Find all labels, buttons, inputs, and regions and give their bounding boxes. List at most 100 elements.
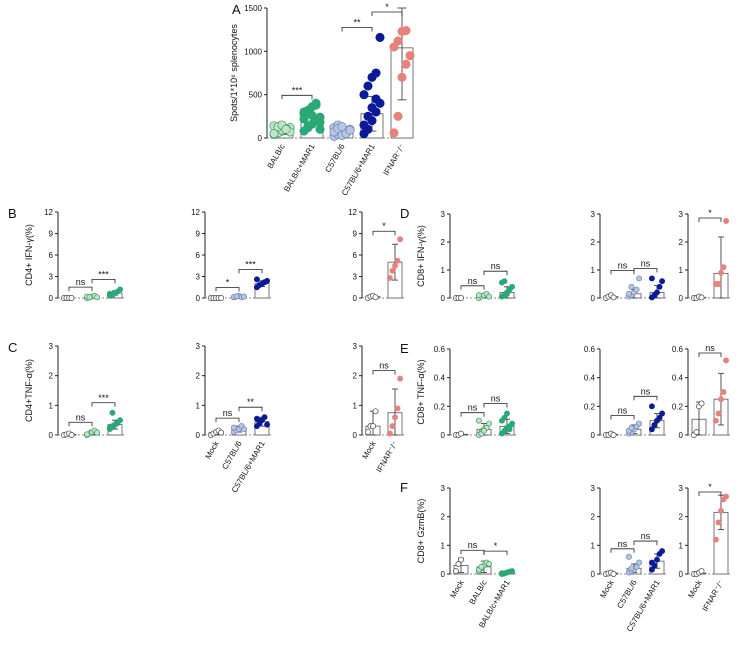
data-point-c57_mar1 (648, 426, 655, 433)
y-tick-label: 500 (249, 91, 263, 100)
y-tick-label: 0.2 (434, 402, 446, 411)
significance-bracket (483, 550, 508, 556)
data-point-ifnar (723, 493, 730, 500)
y-tick-label: 1 (441, 541, 446, 550)
y-tick-label: 9 (49, 230, 54, 239)
data-point-mock (372, 408, 379, 415)
significance-bracket (238, 268, 263, 274)
significance-label: ns (468, 540, 478, 550)
data-point-mock (698, 568, 705, 575)
data-point-c57 (633, 286, 640, 293)
data-point-ifnar (393, 111, 403, 121)
panel-E: 0 0.2 0.4 0.6 CD8+ TNF-α(%) ns ns (416, 345, 517, 440)
data-point-c57 (625, 290, 632, 297)
y-tick-label: 3 (591, 210, 596, 219)
data-point-c57_mar1 (359, 90, 369, 100)
significance-label: ns (641, 531, 651, 541)
data-point-c57_mar1 (371, 68, 381, 78)
y-tick-label: 0 (591, 431, 596, 440)
significance-bracket (633, 268, 658, 273)
significance-label: ns (468, 276, 478, 286)
data-point-balbc_mar1 (117, 286, 124, 293)
y-tick-label: 0 (441, 570, 446, 579)
data-point-mock (698, 294, 705, 301)
x-tick-label: Mock (448, 578, 466, 600)
data-point-balbc_mar1 (315, 124, 325, 134)
y-tick-label: 1 (49, 401, 54, 410)
data-point-c57_mar1 (659, 410, 666, 417)
significance-label: ns (76, 277, 86, 287)
y-axis-label: CD4+ IFN-γ(%) (24, 224, 34, 286)
x-tick-label: BALB/c (468, 579, 489, 607)
data-point-c57_mar1 (359, 120, 369, 130)
panel-letter-E: E (400, 341, 409, 356)
y-tick-label: 1000 (244, 47, 262, 56)
y-axis-label: CD8+ TNF-α(%) (416, 359, 426, 424)
data-point-balbc (481, 427, 487, 434)
data-point-mock (68, 432, 75, 438)
data-point-ifnar (397, 236, 404, 243)
x-tick-label: BALB/c (266, 143, 287, 171)
data-point-c57_mar1 (648, 403, 655, 410)
data-point-ifnar (723, 218, 730, 224)
data-point-mock (458, 430, 464, 437)
data-point-balbc_mar1 (509, 283, 516, 290)
data-point-c57_mar1 (367, 103, 377, 113)
data-point-c57 (628, 424, 635, 431)
y-tick-label: 0 (591, 570, 596, 579)
significance-bracket (68, 286, 93, 292)
y-tick-label: 0.2 (672, 402, 684, 411)
data-point-c57_mar1 (363, 81, 373, 91)
y-tick-label: 9 (353, 230, 358, 239)
data-point-mock (698, 400, 705, 407)
data-point-c57_mar1 (648, 275, 655, 282)
data-point-ifnar (401, 25, 411, 36)
y-tick-label: 3 (441, 484, 446, 493)
y-tick-label: 0 (679, 294, 684, 303)
data-point-c57_mar1 (253, 276, 260, 283)
y-tick-label: 0 (679, 431, 684, 440)
data-point-balbc_mar1 (509, 568, 516, 575)
significance-bracket (460, 285, 485, 290)
y-tick-label: 0 (679, 570, 684, 579)
significance-bracket (68, 421, 93, 427)
x-tick-label: C57BL/6 (323, 142, 347, 174)
significance-label: ns (641, 386, 651, 396)
data-point-c57 (345, 125, 355, 135)
data-point-ifnar (389, 267, 396, 274)
y-tick-label: 2 (679, 513, 684, 522)
data-point-c57 (636, 559, 643, 566)
significance-bracket (483, 270, 508, 276)
data-point-mock (610, 571, 617, 577)
data-point-c57_mar1 (371, 94, 381, 104)
significance-label: * (382, 221, 386, 231)
data-point-balbc_mar1 (106, 424, 113, 431)
y-tick-label: 1 (591, 541, 596, 550)
data-point-ifnar (718, 269, 724, 276)
panel-E3: 0 0.2 0.4 0.6 ns (672, 343, 731, 440)
significance-bracket (372, 230, 396, 236)
x-tick-label: IFNAR⁻/⁻ (701, 579, 726, 614)
significance-label: * (708, 208, 712, 218)
data-point-c57_mar1 (656, 414, 663, 421)
data-point-ifnar (715, 281, 722, 287)
significance-label: ns (379, 361, 389, 371)
data-point-c57_mar1 (654, 289, 660, 296)
y-tick-label: 2 (196, 372, 201, 381)
data-point-c57 (241, 426, 248, 433)
x-tick-label: C57BL/6+MAR1 (340, 142, 377, 197)
significance-label: *** (98, 269, 109, 279)
data-point-ifnar (386, 430, 393, 437)
data-point-ifnar (397, 72, 407, 82)
data-point-balbc (269, 129, 279, 139)
data-point-balbc_mar1 (307, 110, 317, 121)
y-tick-label: 0 (353, 431, 358, 440)
x-tick-label: Mock (686, 578, 704, 600)
y-tick-label: 1 (679, 541, 684, 550)
data-point-balbc (478, 563, 485, 570)
data-point-mock (364, 429, 371, 435)
data-point-ifnar (720, 264, 727, 271)
significance-bracket (633, 395, 658, 401)
